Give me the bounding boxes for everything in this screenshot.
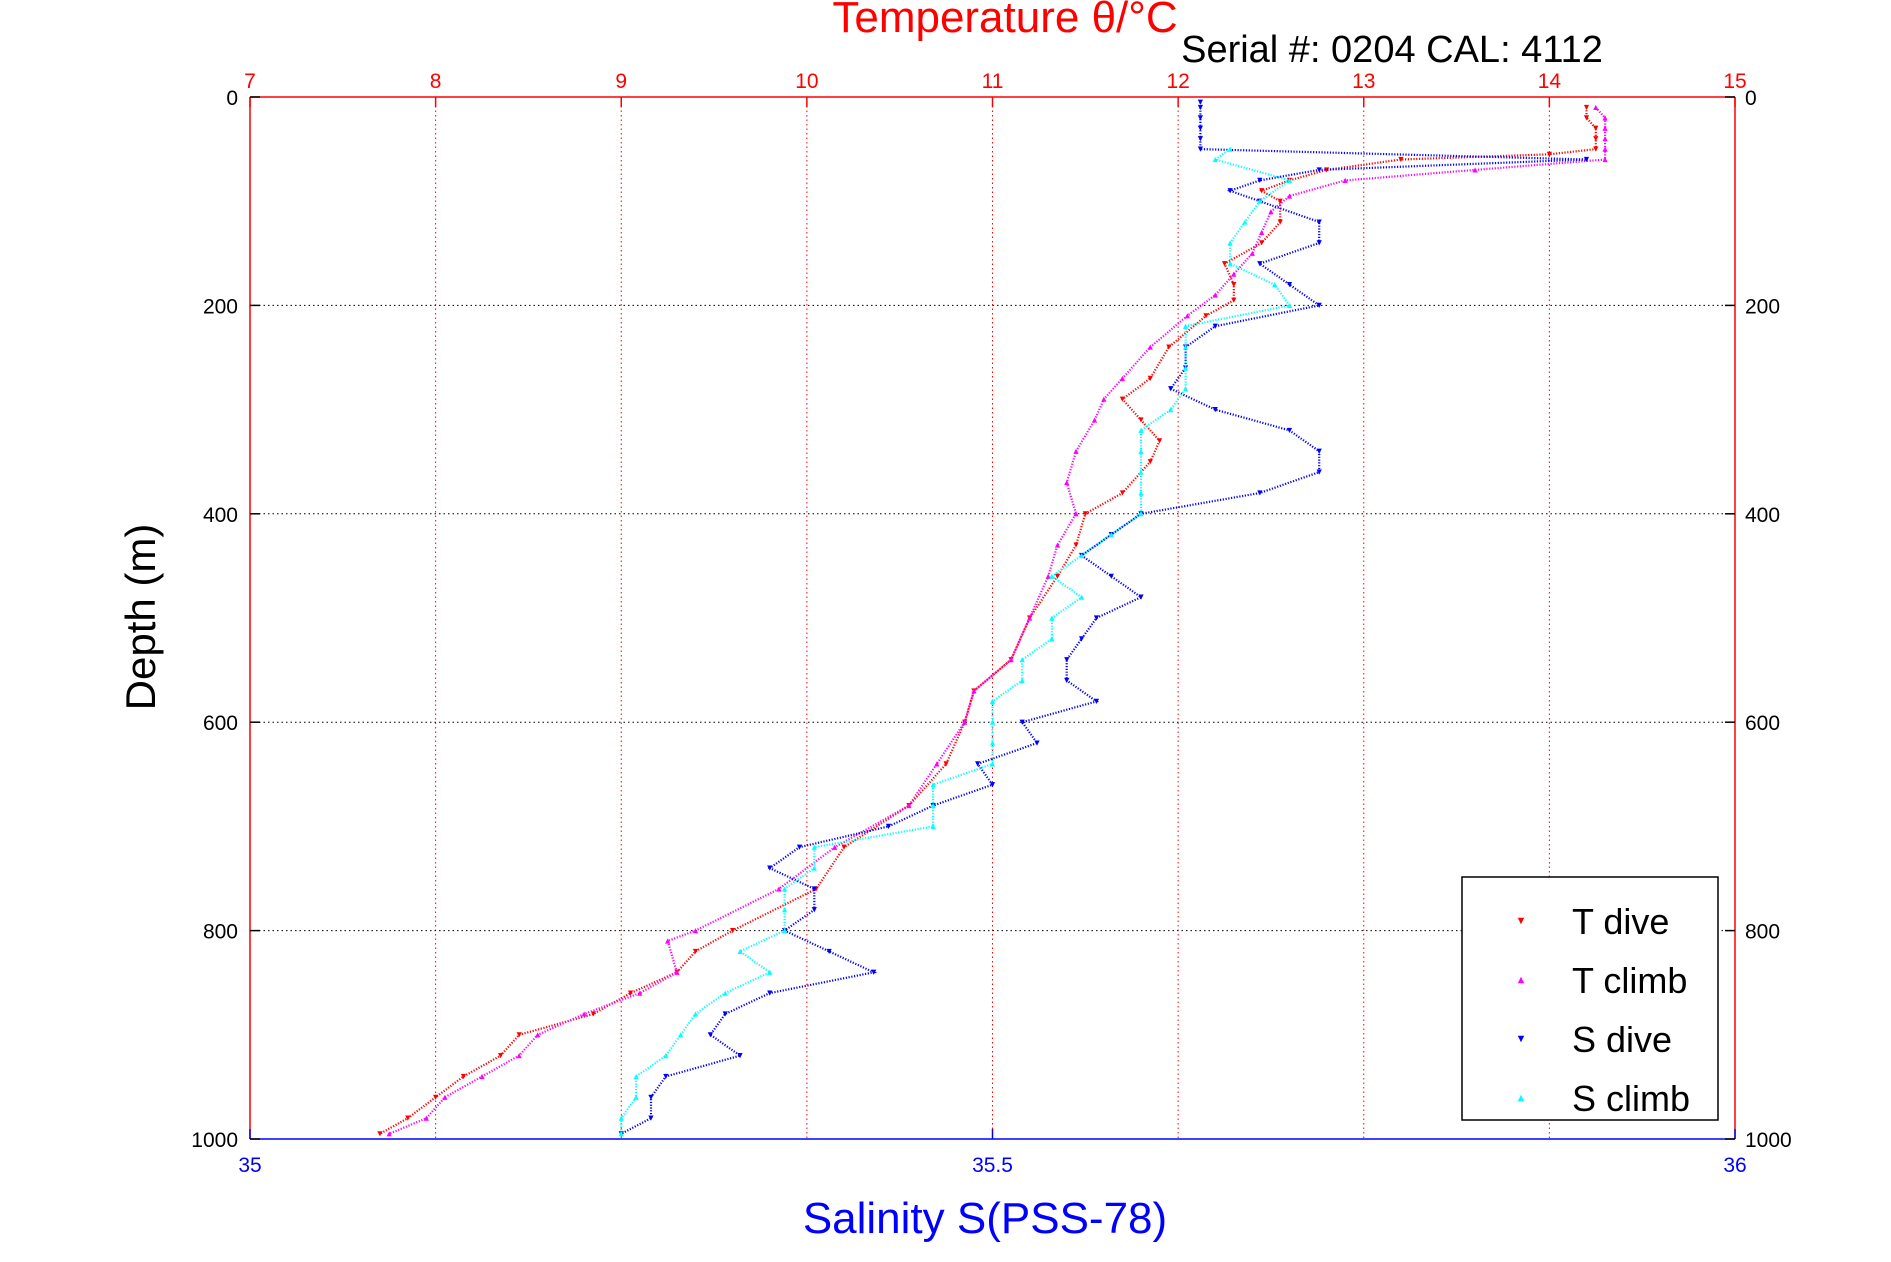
legend-box <box>1461 876 1719 1121</box>
depth-tick-label-left: 400 <box>203 504 238 527</box>
temperature-tick-label: 9 <box>615 70 627 93</box>
temperature-tick-label: 11 <box>982 70 1004 93</box>
legend-marker <box>1517 917 1525 925</box>
temperature-tick-label: 7 <box>244 70 256 93</box>
data-point <box>665 938 671 944</box>
legend-label: S dive <box>1572 1019 1672 1060</box>
data-point <box>989 740 996 746</box>
data-point <box>962 719 968 725</box>
depth-tick-label-left: 1000 <box>191 1129 238 1152</box>
data-point <box>1398 156 1404 163</box>
data-point <box>1212 407 1218 413</box>
data-point <box>1593 136 1599 142</box>
salinity-tick-label: 35 <box>238 1154 261 1177</box>
data-point <box>776 886 782 892</box>
data-point <box>1472 167 1478 173</box>
temperature-tick-label: 10 <box>795 70 818 93</box>
legend-marker <box>1517 1094 1525 1102</box>
data-point <box>943 761 949 767</box>
data-point <box>460 1073 467 1080</box>
data-point <box>1197 115 1203 121</box>
data-point <box>1008 657 1014 663</box>
data-point <box>1138 427 1144 434</box>
data-point <box>1316 469 1322 475</box>
data-point <box>885 823 892 829</box>
data-point <box>782 907 788 913</box>
data-point <box>1182 344 1189 350</box>
series-profile <box>620 148 1293 1134</box>
data-point <box>1197 104 1203 111</box>
depth-tick-label-right: 1000 <box>1745 1129 1792 1152</box>
series-s-dive <box>618 99 1590 1137</box>
data-point <box>633 1073 639 1080</box>
data-point <box>1583 156 1590 163</box>
chart-subtitle: Serial #: 0204 CAL: 4112 <box>1181 29 1603 71</box>
salinity-tick-label: 35.5 <box>972 1154 1013 1177</box>
data-point <box>581 1011 587 1017</box>
data-point <box>633 1094 639 1100</box>
data-point <box>1546 151 1552 157</box>
depth-tick-label-right: 0 <box>1745 87 1757 110</box>
data-point <box>692 948 699 955</box>
data-point <box>930 782 936 788</box>
data-point <box>1093 615 1100 621</box>
series-s-climb <box>618 146 1293 1137</box>
data-point <box>1184 313 1191 319</box>
data-point <box>1342 177 1348 183</box>
chart-title: Temperature θ/°C <box>832 0 1177 42</box>
data-series <box>377 99 1608 1137</box>
data-point <box>989 719 996 725</box>
data-point <box>1212 323 1218 329</box>
data-point <box>1602 125 1608 131</box>
data-point <box>618 1131 624 1137</box>
temperature-tick-label: 8 <box>430 70 442 93</box>
legend: T dive T climb S dive S climb <box>1461 876 1719 1121</box>
y-axis-title: Depth (m) <box>117 524 164 711</box>
tick-labels: 7 8 9 10 11 12 13 14 15 35 35.5 36 0 0 200 200 400 400 600… <box>191 70 1791 1177</box>
data-point <box>1019 657 1025 663</box>
data-point <box>1286 281 1293 288</box>
legend-label: T climb <box>1572 960 1687 1001</box>
data-point <box>1602 136 1608 142</box>
temperature-tick-label: 14 <box>1538 70 1562 93</box>
data-point <box>989 782 996 788</box>
depth-tick-label-left: 600 <box>203 712 238 735</box>
axes <box>249 96 1736 1140</box>
data-point <box>1316 302 1322 308</box>
data-point <box>386 1131 392 1137</box>
temperature-tick-label: 13 <box>1352 70 1375 93</box>
data-point <box>1079 636 1085 642</box>
data-point <box>1602 115 1608 121</box>
salinity-tick-label: 36 <box>1723 1154 1746 1177</box>
series-profile <box>620 102 1587 1135</box>
depth-tick-label-right: 800 <box>1745 921 1780 944</box>
depth-tick-label-left: 200 <box>203 295 238 318</box>
data-point <box>1602 156 1608 163</box>
data-point <box>648 1115 654 1121</box>
data-point <box>811 844 817 850</box>
legend-label: S climb <box>1572 1078 1690 1119</box>
data-point <box>1231 297 1237 303</box>
legend-label: T dive <box>1572 901 1669 942</box>
x-axis-title: Salinity S(PSS-78) <box>803 1194 1167 1243</box>
depth-tick-label-right: 400 <box>1745 504 1780 527</box>
depth-tick-label-right: 600 <box>1745 712 1780 735</box>
data-point <box>1197 146 1203 152</box>
data-point <box>1583 115 1590 121</box>
depth-tick-label-left: 0 <box>226 87 238 110</box>
depth-tick-label-right: 200 <box>1745 295 1780 318</box>
data-point <box>1138 469 1144 475</box>
depth-tick-label-left: 800 <box>203 921 238 944</box>
temperature-tick-label: 12 <box>1166 70 1189 93</box>
series-t-climb <box>386 104 1608 1137</box>
legend-marker <box>1517 1035 1525 1043</box>
temperature-tick-label: 15 <box>1723 70 1746 93</box>
legend-marker <box>1517 976 1525 984</box>
